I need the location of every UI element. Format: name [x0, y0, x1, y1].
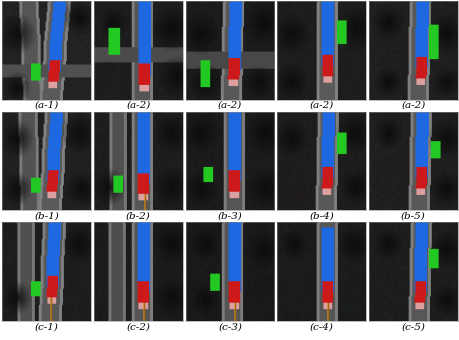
X-axis label: (a-2): (a-2)	[309, 101, 333, 110]
X-axis label: (c-3): (c-3)	[218, 323, 241, 332]
X-axis label: (b-5): (b-5)	[400, 212, 425, 221]
X-axis label: (a-2): (a-2)	[218, 101, 241, 110]
X-axis label: (c-4): (c-4)	[309, 323, 333, 332]
X-axis label: (b-2): (b-2)	[126, 212, 151, 221]
X-axis label: (b-4): (b-4)	[308, 212, 333, 221]
X-axis label: (b-3): (b-3)	[217, 212, 242, 221]
X-axis label: (a-2): (a-2)	[126, 101, 150, 110]
X-axis label: (a-2): (a-2)	[400, 101, 425, 110]
X-axis label: (c-5): (c-5)	[400, 323, 424, 332]
X-axis label: (a-1): (a-1)	[34, 101, 59, 110]
X-axis label: (b-1): (b-1)	[34, 212, 59, 221]
X-axis label: (c-1): (c-1)	[35, 323, 59, 332]
X-axis label: (c-2): (c-2)	[126, 323, 150, 332]
